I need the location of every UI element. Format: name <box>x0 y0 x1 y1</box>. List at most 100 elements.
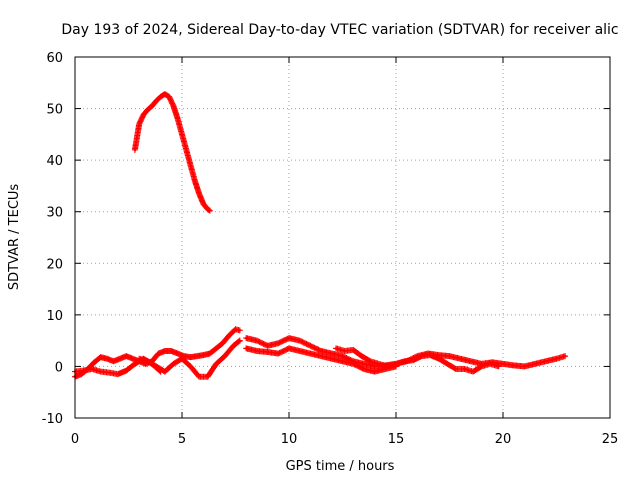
data-point <box>202 353 205 357</box>
data-point <box>238 329 241 332</box>
data-point <box>341 360 344 363</box>
data-point <box>193 179 197 182</box>
data-point <box>420 354 423 358</box>
data-point <box>266 350 269 354</box>
series-arc-high <box>131 91 213 214</box>
data-point <box>429 353 432 357</box>
plus-markers <box>243 335 569 370</box>
data-point <box>319 349 323 353</box>
data-point <box>157 352 160 355</box>
data-point <box>533 362 537 366</box>
data-point <box>176 352 179 355</box>
data-point <box>298 339 301 342</box>
data-point <box>176 117 179 121</box>
tick-labels: 0 5 10 15 20 25 -10 0 10 20 30 40 50 60 <box>42 51 619 447</box>
data-point <box>563 354 567 358</box>
data-point <box>215 347 218 350</box>
data-point <box>118 357 122 360</box>
data-point <box>131 357 134 360</box>
data-point <box>189 365 192 368</box>
data-point <box>206 207 209 211</box>
data-point <box>112 360 115 363</box>
x-tick-label: 20 <box>495 432 512 447</box>
y-tick-label: 30 <box>46 206 63 221</box>
data-point <box>544 360 547 363</box>
plot-frame <box>74 56 611 419</box>
data-point <box>360 354 363 358</box>
series-arc-e <box>243 345 399 375</box>
data-points <box>72 91 569 380</box>
data-point <box>362 367 366 371</box>
data-point <box>215 362 218 366</box>
data-point <box>277 352 280 355</box>
data-point <box>255 339 259 342</box>
data-point <box>125 354 128 358</box>
data-point <box>245 347 248 350</box>
data-point <box>202 202 205 206</box>
data-point <box>232 344 235 347</box>
data-point <box>298 349 301 353</box>
series-arc-c <box>136 337 243 380</box>
data-point <box>185 148 188 152</box>
data-point <box>82 369 85 372</box>
data-point <box>469 360 473 363</box>
x-axis-label: GPS time / hours <box>286 459 395 474</box>
data-point <box>172 104 175 108</box>
data-point <box>471 370 475 373</box>
x-tick-label: 15 <box>388 432 405 447</box>
data-point <box>377 362 381 366</box>
data-point <box>386 365 389 368</box>
data-point <box>163 349 167 353</box>
data-point <box>255 349 259 353</box>
data-point <box>221 342 224 345</box>
data-point <box>223 354 226 358</box>
data-point <box>394 362 398 366</box>
data-point <box>352 362 355 366</box>
data-point <box>197 192 201 195</box>
y-tick-label: 60 <box>46 51 63 66</box>
data-point <box>266 344 269 347</box>
data-point <box>167 95 171 98</box>
data-point <box>369 360 372 363</box>
data-point <box>309 344 312 347</box>
y-tick-label: -10 <box>42 412 63 427</box>
data-point <box>125 369 128 372</box>
x-tick-label: 25 <box>602 432 619 447</box>
grid-lines <box>74 56 611 419</box>
data-point <box>245 336 248 340</box>
data-point <box>172 362 175 366</box>
data-point <box>334 347 338 350</box>
y-tick-label: 0 <box>55 360 63 375</box>
data-point <box>138 357 141 360</box>
data-point <box>208 209 212 212</box>
data-point <box>437 353 440 357</box>
data-point <box>155 99 158 103</box>
data-point <box>352 348 355 352</box>
data-point <box>480 365 483 368</box>
y-tick-label: 40 <box>46 154 63 169</box>
data-point <box>135 135 139 139</box>
y-tick-label: 10 <box>46 309 63 324</box>
data-point <box>341 354 344 358</box>
data-point <box>208 352 212 355</box>
data-point <box>437 357 440 360</box>
data-point <box>146 360 149 363</box>
y-tick-label: 20 <box>46 257 63 272</box>
data-point <box>523 365 526 368</box>
data-point <box>105 357 109 360</box>
data-point <box>159 95 162 98</box>
data-point <box>319 354 323 358</box>
data-point <box>287 336 291 340</box>
data-point <box>277 342 280 345</box>
data-point <box>448 354 451 358</box>
data-point <box>373 370 376 373</box>
data-point <box>189 164 192 167</box>
data-point <box>180 357 184 360</box>
chart-title: Day 193 of 2024, Sidereal Day-to-day VTE… <box>61 22 618 38</box>
data-point <box>238 339 241 342</box>
data-point <box>163 370 167 373</box>
data-point <box>99 355 102 359</box>
series-arc-d <box>243 335 569 370</box>
data-point <box>93 361 96 364</box>
